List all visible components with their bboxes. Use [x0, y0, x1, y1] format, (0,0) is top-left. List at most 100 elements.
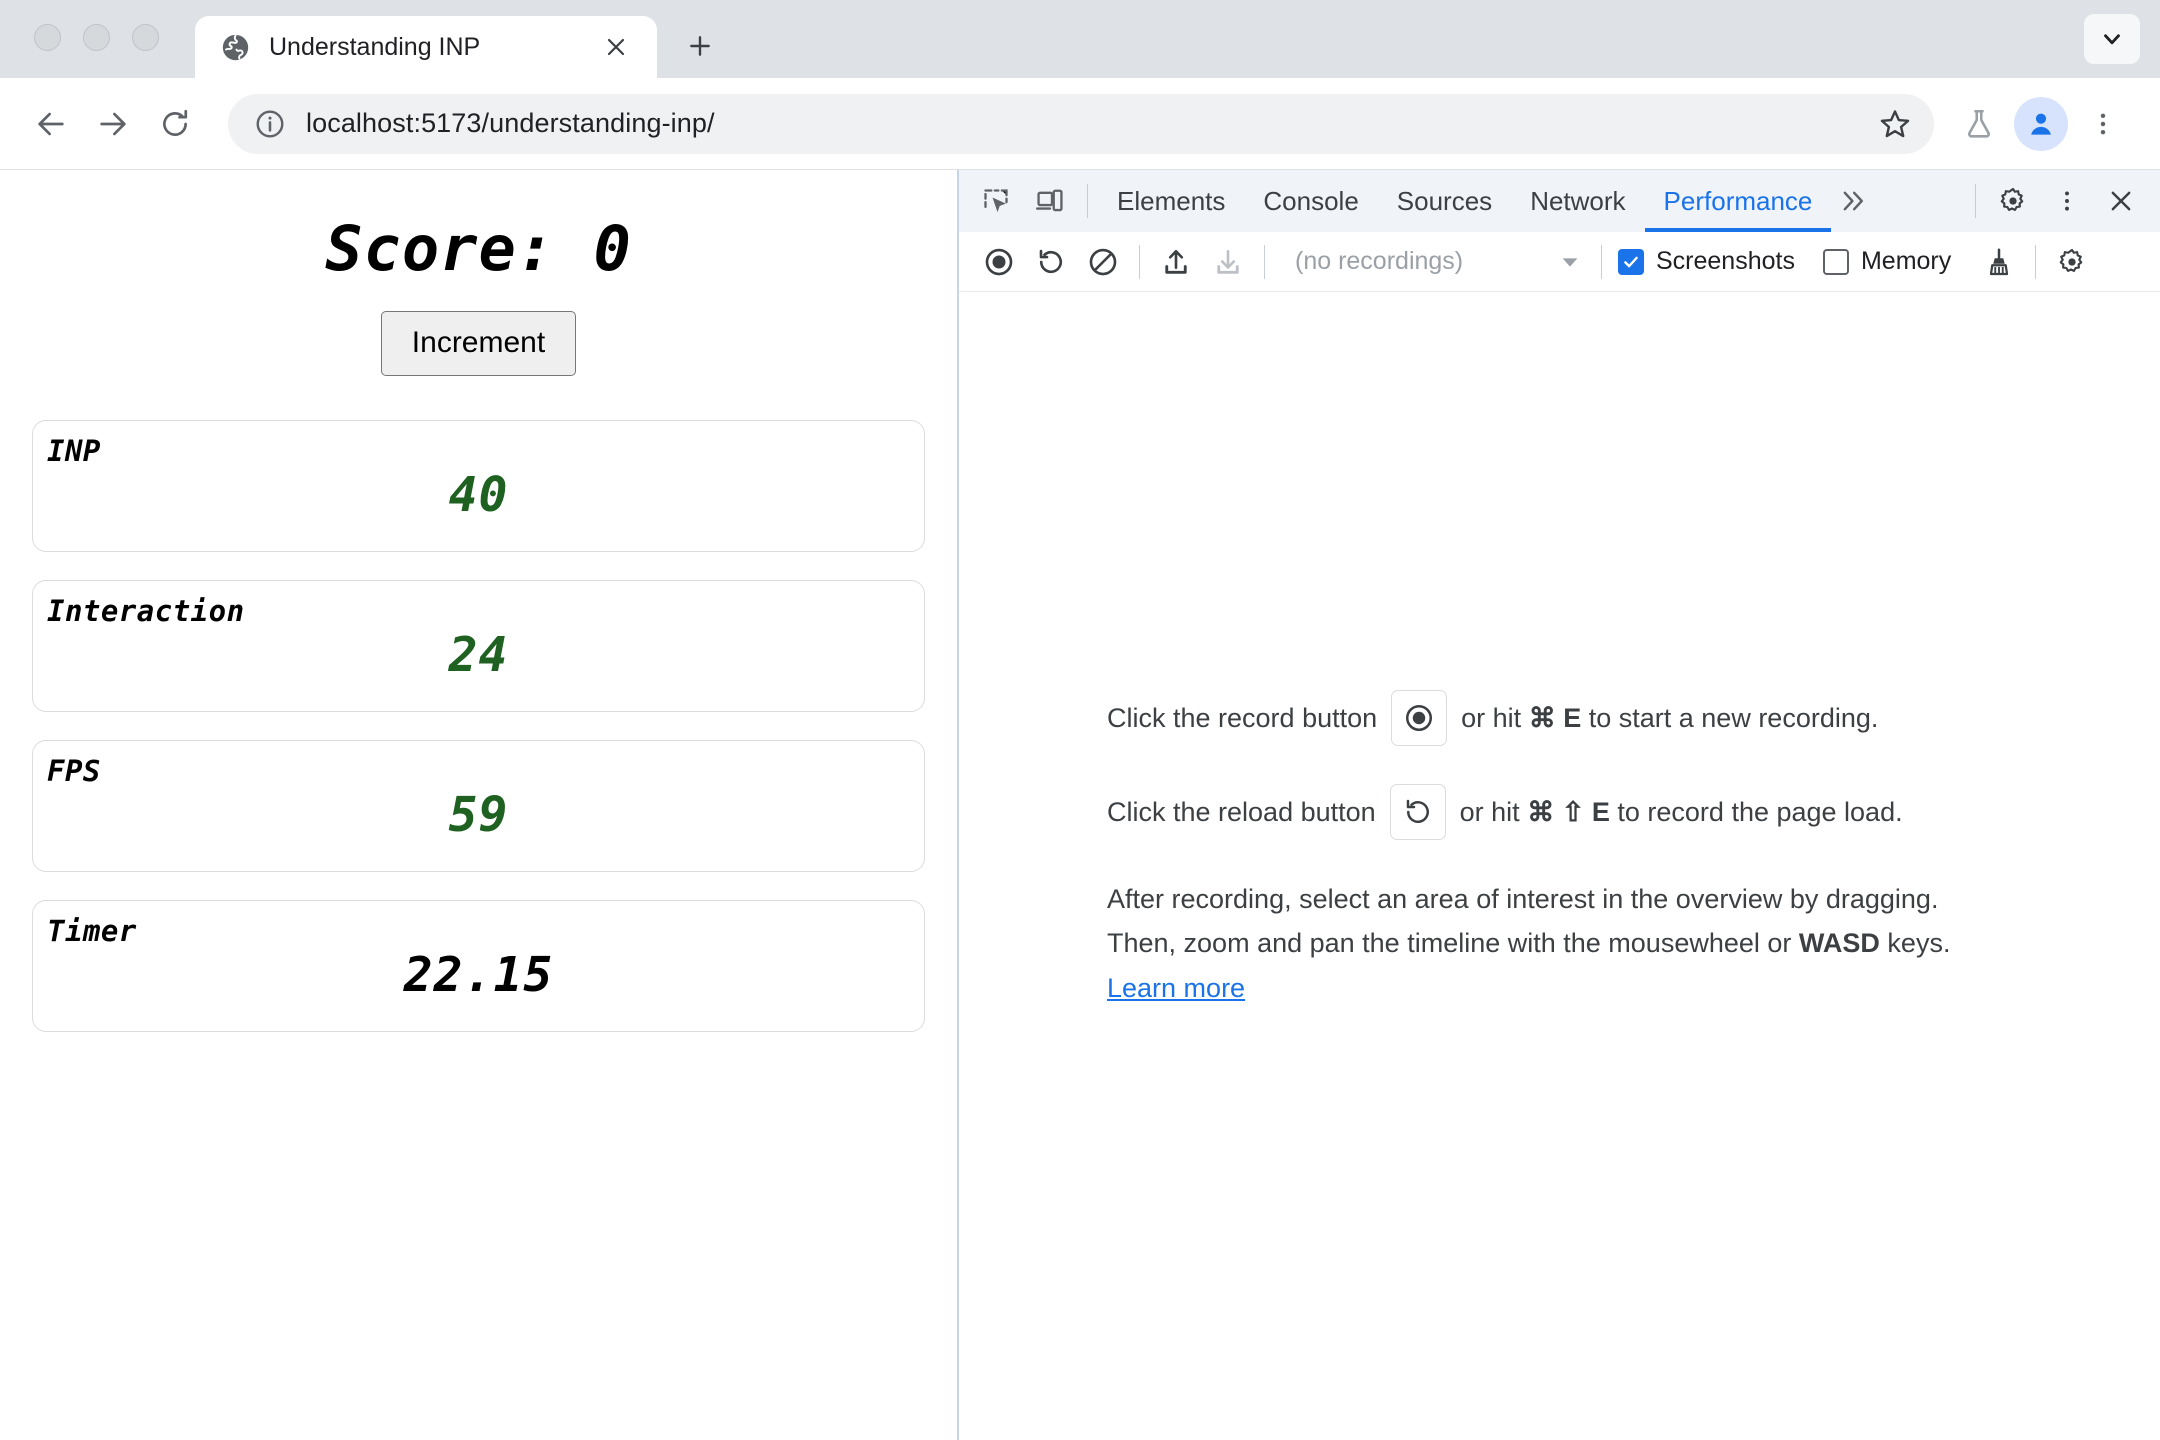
- divider: [1601, 244, 1602, 279]
- tab-network[interactable]: Network: [1530, 185, 1626, 216]
- metric-card-interaction: Interaction 24: [32, 579, 925, 712]
- learn-more-link[interactable]: Learn more: [1107, 973, 1246, 1004]
- back-arrow-icon[interactable]: [20, 93, 82, 155]
- download-profile-icon: [1202, 236, 1254, 288]
- record-circle-icon[interactable]: [973, 236, 1025, 288]
- wasd-keys-label: WASD: [1798, 927, 1880, 958]
- overview-hint-line1: After recording, select an area of inter…: [1107, 884, 1939, 914]
- window-controls: [34, 0, 159, 78]
- window-minimize-button[interactable]: [83, 23, 110, 51]
- divider: [2035, 244, 2037, 279]
- record-circle-icon[interactable]: [1391, 690, 1448, 746]
- metric-value: 59: [448, 786, 509, 843]
- metric-label: Interaction: [47, 593, 245, 628]
- forward-arrow-icon[interactable]: [82, 93, 144, 155]
- performance-empty-state: Click the record button or hit ⌘ E: [959, 292, 2160, 1440]
- reload-hint-mid: or hit: [1459, 796, 1520, 827]
- profile-avatar-icon[interactable]: [2010, 93, 2072, 155]
- web-page-viewport: Score: 0 Increment INP 40 Interaction 24…: [0, 170, 959, 1440]
- new-tab-button[interactable]: [673, 19, 727, 73]
- upload-profile-icon[interactable]: [1150, 236, 1202, 288]
- devtools-panel: Elements Console Sources Network Perform…: [959, 170, 2160, 1440]
- url-text[interactable]: localhost:5173/understanding-inp/: [306, 108, 715, 138]
- key-command: ⌘: [1528, 702, 1556, 733]
- browser-tab[interactable]: Understanding INP: [195, 16, 657, 78]
- metric-label: FPS: [47, 753, 101, 788]
- chevron-double-right-icon[interactable]: [1831, 170, 1881, 232]
- metric-card-list: INP 40 Interaction 24 FPS 59 Timer 22.15: [0, 419, 957, 1032]
- devtools-tabbar-actions: [1965, 174, 2160, 228]
- close-icon[interactable]: [597, 28, 635, 66]
- overview-hint-line2a: Then, zoom and pan the timeline with the…: [1107, 927, 1792, 958]
- device-toolbar-icon[interactable]: [1023, 174, 1077, 228]
- screenshots-label: Screenshots: [1656, 247, 1795, 275]
- clear-slash-circle-icon[interactable]: [1077, 236, 1129, 288]
- record-hint-mid: or hit: [1461, 702, 1522, 733]
- caret-down-icon: [1559, 251, 1581, 273]
- reload-hint-prefix: Click the reload button: [1107, 796, 1376, 827]
- tab-sources[interactable]: Sources: [1396, 185, 1493, 216]
- record-hint-suffix: to start a new recording.: [1588, 702, 1879, 733]
- reload-record-icon[interactable]: [1389, 784, 1446, 840]
- avatar: [2014, 96, 2068, 151]
- key-shift: ⇧: [1561, 796, 1585, 827]
- key-e: E: [1591, 796, 1610, 827]
- three-dot-menu-icon[interactable]: [2040, 174, 2094, 228]
- overview-hint-line2c: keys.: [1887, 927, 1951, 958]
- inspect-element-icon[interactable]: [969, 174, 1023, 228]
- divider: [1087, 184, 1088, 218]
- metric-value: 40: [448, 466, 509, 523]
- gear-icon[interactable]: [2046, 236, 2098, 288]
- reload-record-icon[interactable]: [1025, 236, 1077, 288]
- performance-toolbar: (no recordings) Screenshots Memory: [959, 232, 2160, 292]
- screenshots-checkbox-row[interactable]: Screenshots: [1618, 247, 1817, 276]
- record-hint-row: Click the record button or hit ⌘ E: [1107, 690, 2107, 746]
- tab-console[interactable]: Console: [1263, 185, 1359, 216]
- memory-checkbox[interactable]: [1822, 248, 1849, 275]
- performance-hints: Click the record button or hit ⌘ E: [1107, 690, 2107, 1011]
- experiments-flask-icon[interactable]: [1948, 93, 2010, 155]
- window-maximize-button[interactable]: [132, 23, 159, 51]
- bookmark-star-icon[interactable]: [1864, 93, 1926, 155]
- garbage-collect-broom-icon[interactable]: [1973, 236, 2025, 288]
- metric-label: Timer: [47, 913, 137, 948]
- metric-card-timer: Timer 22.15: [32, 899, 925, 1032]
- window-close-button[interactable]: [34, 23, 61, 51]
- page-title: Score: 0: [325, 212, 632, 285]
- recordings-select[interactable]: (no recordings): [1281, 239, 1591, 285]
- address-bar[interactable]: localhost:5173/understanding-inp/: [228, 93, 1934, 155]
- info-circle-icon[interactable]: [250, 104, 290, 144]
- overview-hint-paragraph: After recording, select an area of inter…: [1107, 878, 2107, 1011]
- tab-elements[interactable]: Elements: [1117, 185, 1226, 216]
- metric-value: 24: [448, 626, 509, 683]
- tab-strip: Understanding INP: [0, 0, 2160, 78]
- increment-button[interactable]: Increment: [380, 311, 577, 376]
- record-hint-prefix: Click the record button: [1107, 702, 1378, 733]
- content-area: Score: 0 Increment INP 40 Interaction 24…: [0, 170, 2160, 1440]
- globe-icon: [221, 33, 250, 62]
- screenshots-checkbox[interactable]: [1618, 248, 1644, 275]
- metric-value: 22.15: [403, 946, 554, 1003]
- recordings-select-value: (no recordings): [1295, 247, 1464, 275]
- browser-toolbar: localhost:5173/understanding-inp/: [0, 78, 2160, 170]
- memory-checkbox-row[interactable]: Memory: [1822, 247, 1973, 276]
- metric-card-inp: INP 40: [32, 419, 925, 552]
- devtools-tab-bar: Elements Console Sources Network Perform…: [959, 170, 2160, 232]
- increment-button-row: Increment: [0, 311, 957, 376]
- three-dot-menu-icon[interactable]: [2072, 93, 2134, 155]
- metric-card-fps: FPS 59: [32, 739, 925, 872]
- divider: [1975, 184, 1976, 218]
- divider: [1264, 244, 1265, 279]
- reload-icon[interactable]: [144, 93, 206, 155]
- gear-icon[interactable]: [1986, 174, 2040, 228]
- divider: [1139, 244, 1140, 279]
- key-e: E: [1563, 702, 1582, 733]
- tab-performance[interactable]: Performance: [1645, 170, 1832, 232]
- key-command: ⌘: [1527, 796, 1555, 827]
- close-x-icon[interactable]: [2094, 174, 2148, 228]
- chevron-down-icon[interactable]: [2084, 14, 2140, 64]
- reload-hint-row: Click the reload button or hit ⌘ ⇧: [1107, 784, 2107, 840]
- metric-label: INP: [47, 433, 101, 468]
- tab-title: Understanding INP: [269, 32, 481, 61]
